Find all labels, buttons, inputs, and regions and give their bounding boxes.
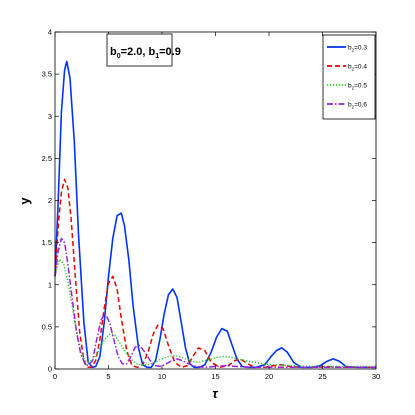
y-tick-label: 0 <box>48 365 52 374</box>
legend-box <box>322 34 376 120</box>
legend-label-sub: 2 <box>352 105 355 110</box>
annotation-box <box>106 33 173 67</box>
annotation-text: b0=2.0, b1=0.9 <box>110 46 181 60</box>
y-tick-label: 2 <box>48 196 52 205</box>
annotation-b0-base: b <box>110 46 117 58</box>
annotation-b0-value: =2.0, <box>121 46 149 58</box>
legend-label-base: b <box>348 45 352 52</box>
y-tick-label: 1 <box>48 280 52 289</box>
legend-label-3: b2=0.6 <box>348 102 367 110</box>
legend-label-value: =0.6 <box>354 102 367 109</box>
y-axis-title: y <box>17 197 32 205</box>
series-layer <box>54 60 376 369</box>
series-line-0 <box>54 60 376 369</box>
series-line-2 <box>54 258 376 368</box>
x-tick-label: 25 <box>318 372 326 381</box>
annotation-b1-sub: 1 <box>155 53 159 60</box>
legend-label-2: b2=0.5 <box>348 83 367 91</box>
legend-label-0: b2=0.3 <box>348 45 367 53</box>
y-tick-label: 3.5 <box>42 70 52 79</box>
annotation-b1-value: =0.9 <box>159 46 181 58</box>
legend-label-sub: 2 <box>352 67 355 72</box>
legend-label-sub: 2 <box>352 48 355 53</box>
legend-label-base: b <box>348 64 352 71</box>
legend-label-base: b <box>348 83 352 90</box>
x-tick-label: 10 <box>158 372 166 381</box>
legend-label-base: b <box>348 102 352 109</box>
y-tick-label: 2.5 <box>42 154 52 163</box>
legend-label-value: =0.5 <box>354 83 367 90</box>
x-tick-label: 0 <box>53 372 57 381</box>
x-tick-label: 5 <box>106 372 110 381</box>
y-tick-label: 1.5 <box>42 238 52 247</box>
legend-label-value: =0.3 <box>354 45 367 52</box>
legend-label-1: b2=0.4 <box>348 64 367 72</box>
y-tick-label: 3 <box>48 112 52 121</box>
x-axis-title: τ <box>212 386 218 401</box>
y-tick-label: 0.5 <box>42 322 52 331</box>
legend-label-sub: 2 <box>352 86 355 91</box>
y-tick-label: 4 <box>48 28 52 37</box>
x-tick-label: 20 <box>265 372 273 381</box>
annotation-b1-base: b <box>148 46 155 58</box>
series-line-3 <box>54 237 376 369</box>
legend-label-value: =0.4 <box>354 64 367 71</box>
legend: b2=0.3b2=0.4b2=0.5b2=0.6 <box>322 34 376 120</box>
x-tick-label: 30 <box>372 372 380 381</box>
x-tick-label: 15 <box>211 372 219 381</box>
parameter-annotation: b0=2.0, b1=0.9 <box>106 33 181 67</box>
annotation-b0-sub: 0 <box>117 53 121 60</box>
